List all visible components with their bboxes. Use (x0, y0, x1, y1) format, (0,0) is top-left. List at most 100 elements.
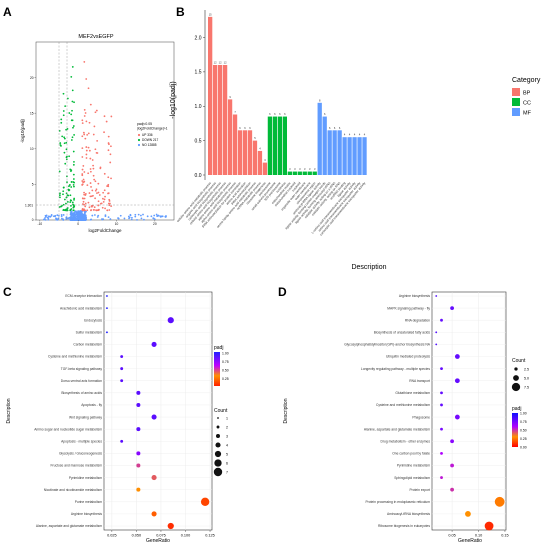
dotplot-c-x-tick-label: 0.100 (181, 534, 191, 538)
volcano-point-no (150, 215, 153, 218)
volcano-point-down (65, 192, 68, 195)
volcano-point-down (60, 118, 63, 121)
dotplot-c-point (136, 463, 141, 468)
volcano-point-down (62, 92, 65, 95)
bar-count-label: 3 (294, 167, 296, 171)
dotplot-d-term-label: Arginine biosynthesis (399, 294, 431, 298)
dotplot-c-term-label: Biosynthesis of amino acids (61, 391, 102, 395)
volcano-point-down (58, 129, 61, 132)
volcano-point-no (45, 214, 48, 217)
volcano-point-no (47, 218, 50, 221)
dotplot-d-size-legend-title: Count (512, 358, 526, 364)
dotplot-d-term-label: Ubiquitin mediated proteolysis (386, 355, 430, 359)
bar-count-label: 9 (229, 95, 231, 99)
volcano-point-no (56, 214, 59, 217)
volcano-point-up (103, 131, 105, 134)
volcano-point-no (153, 214, 156, 217)
volcano-point-up (104, 207, 106, 210)
bar-legend-swatch (512, 88, 520, 96)
bar-count-label: 3 (264, 158, 266, 162)
volcano-point-down (63, 136, 66, 139)
dotplot-c-size-legend-dot (216, 425, 220, 429)
bar-count-label: 4 (349, 133, 351, 137)
bar-count-label: 3 (309, 167, 311, 171)
volcano-point-down (71, 109, 73, 112)
volcano-legend-swatch (137, 133, 141, 137)
volcano-point-down (72, 125, 75, 127)
volcano-x-tick-label: -10 (38, 222, 43, 226)
volcano-point-up (83, 193, 86, 196)
volcano-threshold-label: 1.301 (25, 204, 33, 208)
dotplot-d-term-label: Sphingolipid metabolism (394, 476, 430, 480)
volcano-y-tick-label: 5 (32, 183, 34, 187)
volcano-point-up (81, 209, 84, 212)
bar-x-label: Description (351, 264, 386, 271)
volcano-point-up (96, 192, 98, 194)
volcano-point-no (74, 218, 77, 221)
volcano-point-no (72, 219, 75, 221)
volcano-point-no (137, 213, 140, 216)
volcano-point-no (128, 217, 130, 220)
volcano-point-up (86, 133, 89, 136)
dotplot-c-term-label: Purine metabolism (75, 500, 103, 504)
volcano-point-no (69, 216, 71, 219)
panel-c-kegg-dot-plot: ECM-receptor interaction Arachidonic acid… (6, 291, 229, 544)
volcano-point-no (84, 215, 87, 218)
dotplot-c-point (151, 341, 157, 347)
volcano-point-up (82, 181, 85, 184)
volcano-point-no (119, 214, 122, 217)
dotplot-c-point (106, 331, 108, 334)
volcano-point-up (86, 184, 89, 187)
volcano-point-no (75, 215, 78, 218)
volcano-point-up (89, 157, 92, 160)
bar-count-label: 8 (319, 98, 321, 102)
volcano-point-down (69, 208, 72, 211)
volcano-point-no (164, 216, 167, 218)
bar-count-label: 7 (234, 110, 236, 114)
volcano-point-up (84, 112, 87, 114)
volcano-point-up (96, 139, 99, 142)
volcano-y-ticks: 0 5 10 15 20 (30, 76, 36, 222)
bar-mf (337, 130, 342, 175)
dotplot-c-term-label: Sulfur metabolism (76, 331, 103, 335)
volcano-point-no (60, 213, 63, 216)
dotplot-d-point (454, 414, 460, 420)
dotplot-c-colorbar-tick-label: 0.50 (222, 369, 229, 373)
volcano-point-down (73, 101, 75, 104)
volcano-point-up (88, 149, 91, 152)
dotplot-d-term-label: Phagosome (412, 415, 430, 419)
volcano-y-tick-label: 15 (30, 111, 34, 115)
dotplot-d-term-label: MAPK signaling pathway - fly (387, 306, 430, 310)
panel-letter-a: A (3, 5, 12, 19)
bar-count-label: 12 (219, 61, 222, 65)
volcano-point-no (62, 214, 65, 216)
volcano-point-down (66, 97, 69, 100)
volcano-x-tick-label: 20 (153, 222, 157, 226)
bar-legend-swatch (512, 108, 520, 116)
volcano-point-up (97, 182, 100, 185)
dotplot-d-x-tick-label: 0.05 (448, 534, 455, 538)
dotplot-c-size-legend: 1 2 3 4 5 6 7 (213, 416, 228, 477)
dotplot-d-colorbar-tick-label: 0.25 (520, 437, 527, 441)
volcano-point-no (129, 213, 132, 216)
volcano-point-up (91, 205, 93, 208)
dotplot-d-point (435, 295, 438, 297)
volcano-point-up (92, 133, 95, 136)
volcano-point-up (107, 176, 110, 179)
volcano-point-down (66, 128, 69, 130)
volcano-point-no (143, 218, 145, 221)
volcano-legend-label: NO 12885 (142, 143, 157, 147)
dotplot-c-point (151, 511, 157, 517)
volcano-point-no (107, 216, 110, 218)
volcano-point-down (70, 139, 73, 141)
bar-mf (317, 102, 322, 175)
volcano-point-up (82, 165, 85, 167)
bar-cc (292, 171, 297, 175)
volcano-point-no (80, 211, 83, 213)
volcano-point-down (61, 135, 64, 138)
volcano-point-up (82, 131, 85, 134)
dotplot-c-term-label: Dorso-ventral axis formation (61, 379, 102, 383)
volcano-point-up (81, 147, 84, 150)
volcano-point-up (90, 195, 93, 198)
dotplot-d-point (440, 476, 443, 479)
